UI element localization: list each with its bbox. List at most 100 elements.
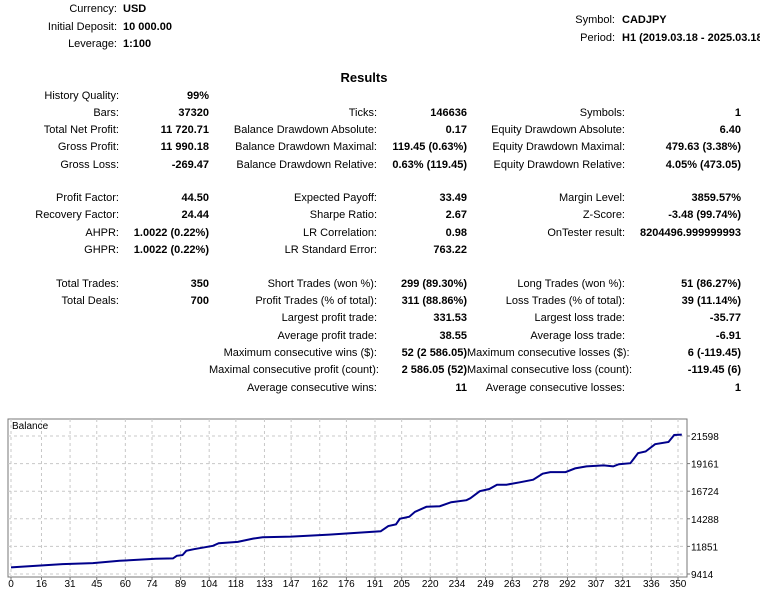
stat-value: -3.48 (99.74%): [668, 209, 741, 221]
stat-value: 51 (86.27%): [681, 278, 741, 290]
stats-row: Total Deals: 700 Profit Trades (% of total…: [0, 295, 760, 311]
stat-label: Average consecutive losses:: [485, 382, 625, 394]
stats-row: Gross Profit: 11 990.18 Balance Drawdown M…: [0, 141, 760, 157]
stat-label: Total Deals:: [61, 295, 119, 307]
stat-value: 1.0022 (0.22%): [133, 244, 209, 256]
stat-label: History Quality:: [44, 90, 119, 102]
stat-value: 1: [734, 107, 741, 119]
stat-label: Long Trades (won %):: [517, 278, 625, 290]
stat-label: Maximal consecutive loss (count):: [467, 364, 633, 376]
stat-label: AHPR:: [85, 227, 119, 239]
stat-value: 99%: [186, 90, 209, 102]
stat-value: 44.50: [181, 192, 209, 204]
stat-value: 39 (11.14%): [681, 295, 741, 307]
stat-label: Ticks:: [348, 107, 377, 119]
stat-value: 1: [734, 382, 741, 394]
x-tick-label: 162: [311, 579, 328, 590]
y-tick-label: 14288: [691, 515, 719, 526]
stat-value: -269.47: [171, 159, 209, 171]
stat-label: Largest profit trade:: [281, 312, 377, 324]
stat-value: 311 (88.86%): [401, 295, 467, 307]
header-label: Symbol:: [575, 14, 615, 26]
stat-label: Z-Score:: [582, 209, 625, 221]
stat-label: Maximal consecutive profit (count):: [209, 364, 379, 376]
header-value: 10 000.00: [123, 20, 172, 33]
stat-value: 2.67: [445, 209, 467, 221]
x-tick-label: 16: [36, 579, 48, 590]
x-tick-label: 278: [532, 579, 549, 590]
stat-label: Average consecutive wins:: [246, 382, 377, 394]
header-label: Initial Deposit:: [47, 20, 117, 33]
header-value: CADJPY: [622, 14, 667, 26]
stat-label: Largest loss trade:: [534, 312, 626, 324]
stat-label: GHPR:: [84, 244, 119, 256]
stat-label: LR Standard Error:: [284, 244, 377, 256]
stat-label: Balance Drawdown Absolute:: [233, 124, 377, 136]
stat-label: Expected Payoff:: [294, 192, 377, 204]
y-tick-label: 21598: [691, 432, 719, 443]
stats-row: Profit Factor: 44.50 Expected Payoff: 33.49…: [0, 192, 760, 208]
results-title: Results: [340, 70, 388, 85]
header-label: Period:: [580, 32, 615, 44]
x-tick-label: 321: [614, 579, 631, 590]
stats-row: AHPR: 1.0022 (0.22%) LR Correlation: 0.98 On…: [0, 227, 760, 243]
stat-value: -6.91: [715, 330, 741, 342]
stat-label: Symbols:: [579, 107, 625, 119]
stats-row: Total Net Profit: 11 720.71 Balance Drawdo…: [0, 124, 760, 140]
x-tick-label: 350: [670, 579, 687, 590]
stat-label: Equity Drawdown Maximal:: [492, 141, 625, 153]
stat-value: 11: [455, 382, 467, 394]
plot-area: [7, 418, 688, 578]
x-tick-label: 89: [175, 579, 187, 590]
stat-value: 24.44: [181, 209, 209, 221]
stats-row: Maximum consecutive wins ($): 52 (2 586.0…: [0, 347, 760, 363]
stat-value: 299 (89.30%): [400, 278, 467, 290]
header-value: H1 (2019.03.18 - 2025.03.18): [622, 32, 760, 44]
stat-value: 3859.57%: [691, 192, 741, 204]
stats-row: Recovery Factor: 24.44 Sharpe Ratio: 2.67 Z-…: [0, 209, 760, 225]
stat-value: 8204496.999999993: [640, 227, 741, 239]
stat-value: 119.45 (0.63%): [392, 141, 467, 153]
stat-value: 33.49: [439, 192, 467, 204]
stats-row: Average profit trade: 38.55 Average loss t…: [0, 330, 760, 346]
header-label: Currency:: [69, 3, 117, 15]
stat-value: 350: [190, 278, 209, 290]
x-tick-label: 118: [228, 579, 244, 590]
stats-row: Largest profit trade: 331.53 Largest loss …: [0, 312, 760, 328]
stat-label: Bars:: [93, 107, 119, 119]
stats-row: Bars: 37320 Ticks: 146636 Symbols: 1: [0, 107, 760, 123]
stat-value: 37320: [178, 107, 209, 119]
stats-row: GHPR: 1.0022 (0.22%) LR Standard Error: 763…: [0, 244, 760, 260]
x-tick-label: 234: [449, 579, 466, 590]
stat-value: 6.40: [719, 124, 741, 136]
x-tick-label: 292: [559, 579, 576, 590]
stat-label: Equity Drawdown Relative:: [493, 159, 625, 171]
stat-value: 11 720.71: [160, 124, 209, 136]
x-tick-label: 104: [201, 579, 218, 590]
stat-value: -35.77: [709, 312, 741, 324]
stat-label: LR Correlation:: [303, 227, 377, 239]
x-tick-label: 60: [120, 579, 132, 590]
x-tick-label: 31: [65, 579, 77, 590]
stat-value: 700: [190, 295, 209, 307]
stats-row: Total Trades: 350 Short Trades (won %): 299…: [0, 278, 760, 294]
y-tick-label: 9414: [691, 570, 714, 581]
x-tick-label: 74: [146, 579, 158, 590]
y-tick-label: 16724: [691, 487, 719, 498]
stat-value: 2 586.05 (52): [401, 364, 467, 376]
stat-value: -119.45 (6): [687, 364, 741, 376]
x-tick-label: 249: [477, 579, 494, 590]
x-tick-label: 147: [283, 579, 300, 590]
stat-value: 1.0022 (0.22%): [133, 227, 209, 239]
stat-value: 52 (2 586.05): [401, 347, 467, 359]
stat-label: OnTester result:: [547, 227, 625, 239]
stat-label: Sharpe Ratio:: [309, 209, 377, 221]
stat-label: Recovery Factor:: [35, 209, 119, 221]
header-value: USD: [123, 3, 147, 15]
y-tick-label: 19161: [691, 460, 719, 471]
stat-value: 11 990.18: [160, 141, 209, 153]
stats-row: Gross Loss: -269.47 Balance Drawdown Relat…: [0, 159, 760, 175]
stat-value: 763.22: [433, 244, 467, 256]
chart-title: Balance: [12, 421, 49, 432]
stat-value: 4.05% (473.05): [665, 159, 741, 171]
